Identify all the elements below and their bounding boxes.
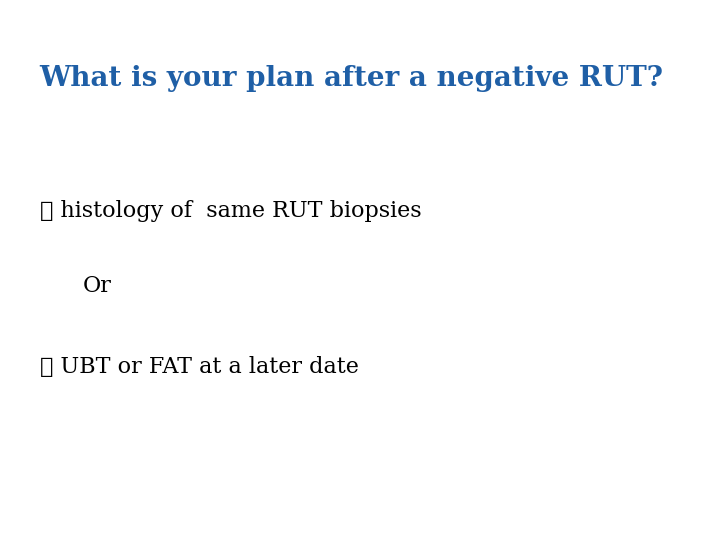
- Text: What is your plan after a negative RUT?: What is your plan after a negative RUT?: [40, 65, 664, 92]
- Text: Or: Or: [83, 275, 112, 298]
- Text: ➢ histology of  same RUT biopsies: ➢ histology of same RUT biopsies: [40, 200, 421, 222]
- Text: ➢ UBT or FAT at a later date: ➢ UBT or FAT at a later date: [40, 356, 359, 379]
